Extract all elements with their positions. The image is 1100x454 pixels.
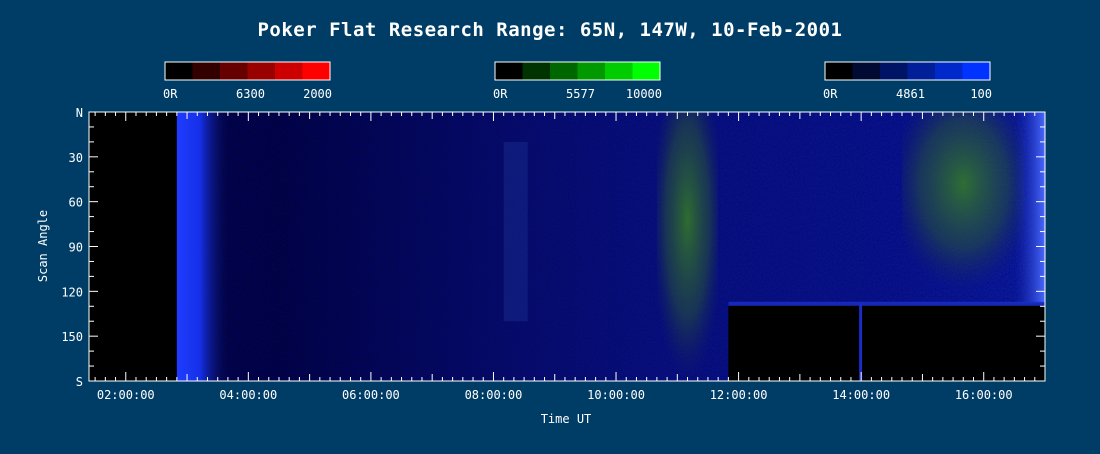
y-axis-label: Scan Angle (36, 210, 50, 282)
colorbar-segment (302, 62, 331, 80)
colorbar-min-label: 0R (493, 87, 508, 101)
colorbar-min-label: 0R (823, 87, 838, 101)
colorbar-segment (605, 62, 633, 80)
colorbar-segment (247, 62, 276, 80)
colorbar-border (164, 61, 331, 81)
colorbar-max-label: 10000 (626, 87, 662, 101)
colorbar-wavelength-label: 4861 (896, 87, 925, 101)
colorbar-5577: 0R 5577 10000 (493, 61, 662, 101)
colorbar-segment (907, 62, 936, 80)
feature-no-data (728, 303, 1045, 381)
colorbar-segment (522, 62, 551, 80)
x-tick-label: 12:00:00 (710, 388, 768, 402)
colorbar-segment (632, 62, 661, 80)
feature-data-edge (728, 301, 1045, 306)
y-tick-label: 120 (61, 285, 83, 299)
x-tick-label: 14:00:00 (832, 388, 890, 402)
y-axis: N 30 60 90 120 150 S (61, 106, 1045, 389)
x-tick-label: 10:00:00 (587, 388, 645, 402)
colorbar-segment (962, 62, 991, 80)
x-axis-label: Time UT (541, 412, 592, 426)
plot-area (88, 111, 1046, 382)
x-axis: 02:00:00 04:00:00 06:00:00 08:00:00 10:00:00… (94, 112, 1046, 402)
colorbar-segment (935, 62, 963, 80)
y-tick-label: 150 (61, 330, 83, 344)
colorbar-max-label: 2000 (303, 87, 332, 101)
feature-5577-emission (656, 112, 719, 381)
y-tick-label: 60 (69, 196, 83, 210)
x-tick-label: 02:00:00 (97, 388, 155, 402)
colorbar-6300: 0R 6300 2000 (163, 61, 332, 101)
colorbar-segment (192, 62, 221, 80)
x-tick-label: 06:00:00 (342, 388, 400, 402)
colorbar-border (494, 61, 661, 81)
feature-5577-emission (902, 112, 1025, 292)
colorbar-group: 0R 6300 2000 0R 5577 10000 0R 4861 100 (163, 61, 992, 101)
colorbar-border (824, 61, 991, 81)
y-tick-label: 90 (69, 241, 83, 255)
colorbar-segment (165, 62, 193, 80)
feature-faint-arc (503, 141, 528, 322)
feature-4861-bright-band (1014, 112, 1045, 304)
colorbar-segment (880, 62, 908, 80)
x-tick-label: 04:00:00 (219, 388, 277, 402)
colorbar-segment (852, 62, 881, 80)
colorbar-wavelength-label: 6300 (236, 87, 265, 101)
colorbar-segment (825, 62, 853, 80)
x-tick-label: 16:00:00 (955, 388, 1013, 402)
colorbar-segment (495, 62, 523, 80)
y-tick-label: N (76, 106, 83, 120)
y-tick-label: S (76, 375, 83, 389)
y-tick-label: 30 (69, 151, 83, 165)
colorbar-min-label: 0R (163, 87, 178, 101)
colorbar-max-label: 100 (970, 87, 992, 101)
chart-title: Poker Flat Research Range: 65N, 147W, 10… (257, 19, 842, 41)
x-tick-label: 08:00:00 (465, 388, 523, 402)
feature-4861-bright-band (176, 112, 228, 381)
feature-no-data (89, 112, 177, 381)
colorbar-wavelength-label: 5577 (566, 87, 595, 101)
colorbar-4861: 0R 4861 100 (823, 61, 992, 101)
colorbar-segment (275, 62, 303, 80)
colorbar-segment (550, 62, 578, 80)
colorbar-segment (577, 62, 606, 80)
feature-data-strip (859, 303, 863, 381)
colorbar-segment (220, 62, 248, 80)
